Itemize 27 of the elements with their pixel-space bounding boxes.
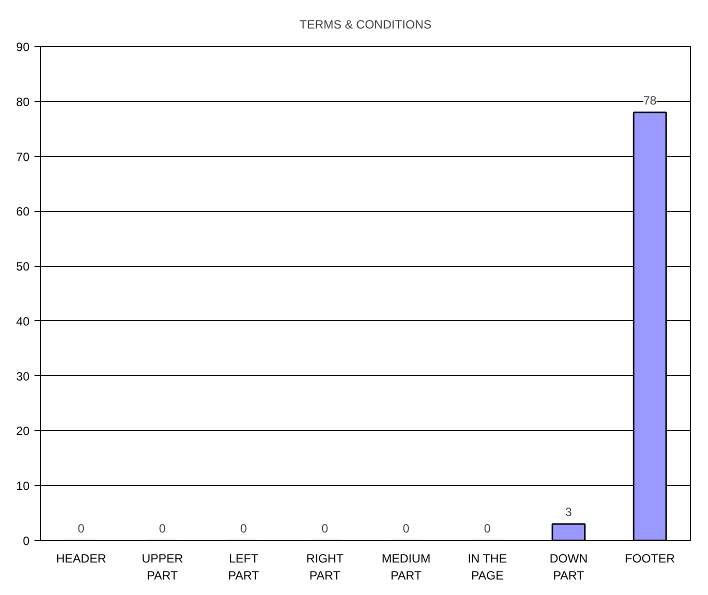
data-label: 78 (643, 93, 657, 108)
x-tick-label: UPPER PART (142, 552, 184, 582)
x-tick-label: MEDIUM PART (382, 552, 430, 582)
data-label: 0 (484, 522, 492, 536)
x-tick-label: FOOTER (624, 552, 676, 566)
data-label: 3 (565, 505, 572, 520)
y-tick-label: 50 (16, 260, 30, 274)
data-label: 0 (78, 522, 85, 536)
x-tick-label: RIGHT PART (306, 552, 344, 582)
data-label: 0 (159, 522, 166, 536)
data-label: 0 (402, 522, 410, 536)
chart-title: TERMS & CONDITIONS (299, 18, 432, 32)
data-label: 0 (322, 522, 329, 536)
y-tick-label: 60 (16, 204, 30, 219)
y-tick-label: 40 (16, 314, 30, 328)
x-tick-label: DOWN PART (550, 552, 588, 582)
x-tick-label: IN THE PAGE (468, 552, 507, 582)
data-label: 0 (240, 522, 248, 536)
y-tick-label: 70 (16, 150, 30, 164)
y-tick-label: 30 (16, 369, 30, 384)
y-tick-label: 10 (16, 479, 30, 494)
y-tick-label: 20 (16, 424, 30, 438)
y-tick-label: 80 (16, 94, 30, 109)
x-tick-label: HEADER (56, 552, 106, 566)
x-tick-label: LEFT PART (228, 552, 260, 582)
y-tick-label: 0 (22, 534, 30, 548)
y-tick-label: 90 (16, 40, 30, 54)
